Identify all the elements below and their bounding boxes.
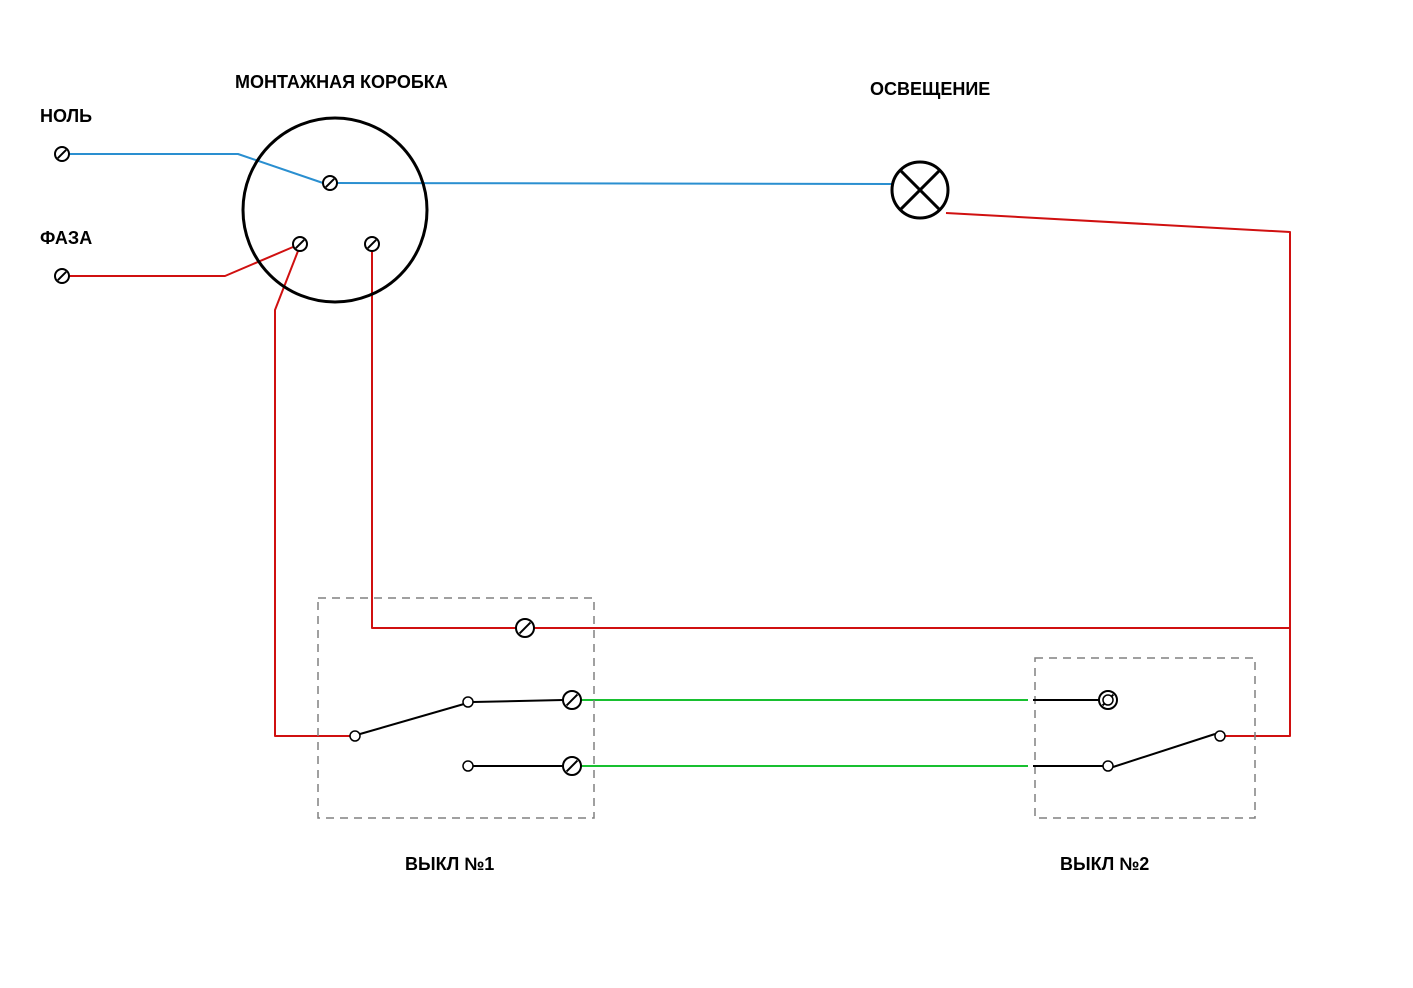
contact-sw1_dn — [463, 761, 473, 771]
contact-sw1_common — [350, 731, 360, 741]
canvas-bg — [0, 0, 1413, 988]
contact-sw1_up — [463, 697, 473, 707]
label-phase: ФАЗА — [40, 228, 92, 248]
contact-sw2_common — [1215, 731, 1225, 741]
label-switch1: ВЫКЛ №1 — [405, 854, 494, 874]
contact-sw2_up — [1103, 695, 1113, 705]
label-neutral: НОЛЬ — [40, 106, 92, 126]
label-switch2: ВЫКЛ №2 — [1060, 854, 1149, 874]
wire-neutral_to_lamp — [337, 183, 892, 184]
label-lighting: ОСВЕЩЕНИЕ — [870, 79, 990, 99]
contact-sw2_dn — [1103, 761, 1113, 771]
label-junction_box: МОНТАЖНАЯ КОРОБКА — [235, 72, 448, 92]
